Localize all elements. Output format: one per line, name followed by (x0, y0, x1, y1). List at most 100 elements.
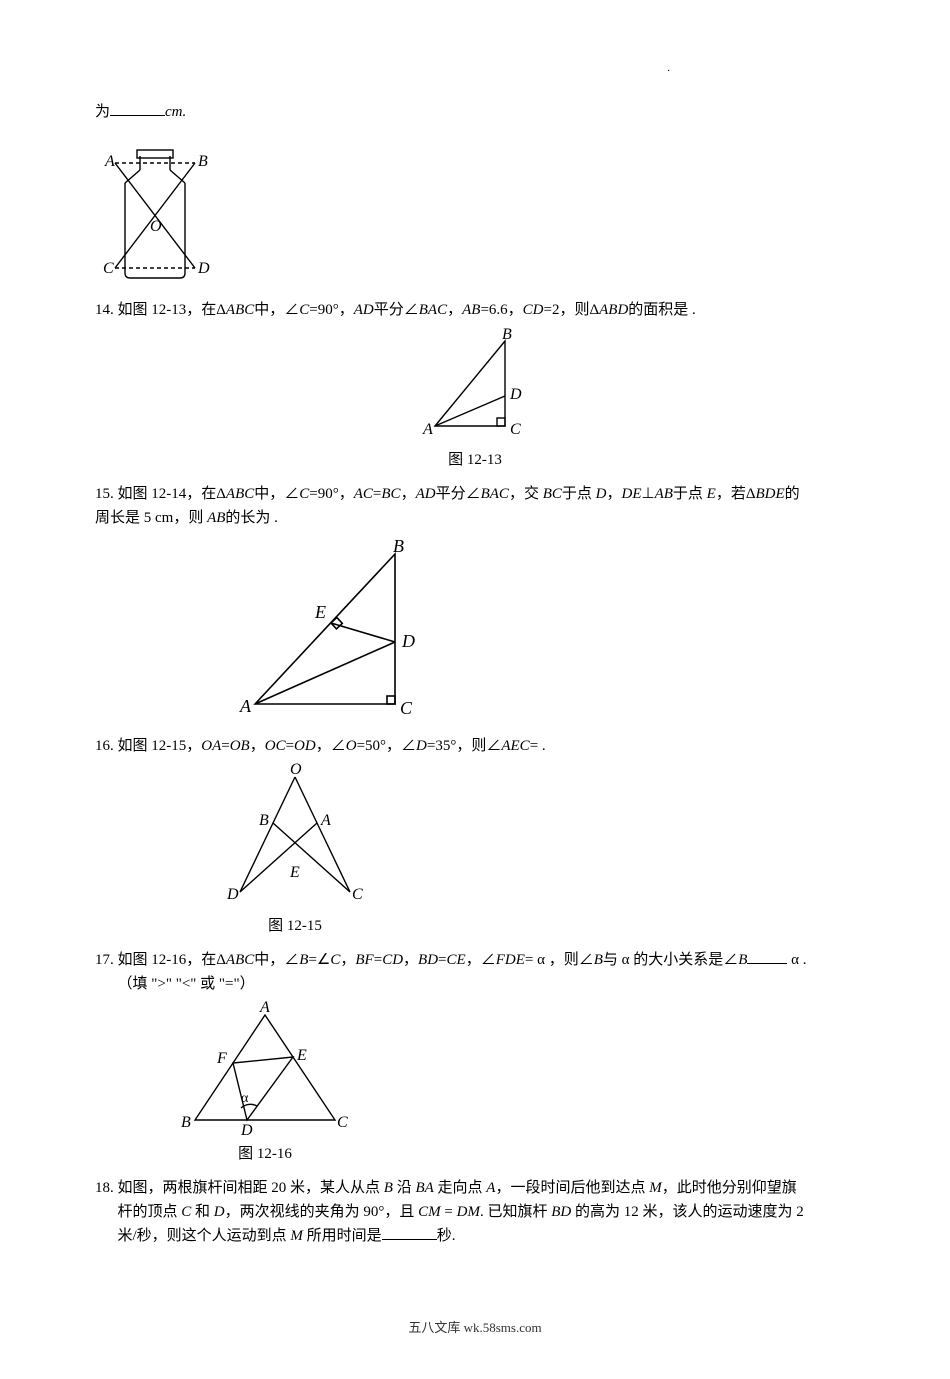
p15-t13: 的 (785, 486, 800, 502)
p15-c: C (299, 486, 309, 502)
caption-1213: 图 12-13 (415, 448, 535, 472)
page-dot: . (667, 60, 670, 78)
p15-t10: ⊥ (642, 486, 655, 502)
p15-line2: 周长是 5 cm，则 AB的长为 . (95, 506, 855, 530)
p18-t3: 走向点 (434, 1180, 487, 1196)
page: . 为 cm. (0, 0, 950, 1379)
p15-ab2: AB (207, 510, 225, 526)
p18-l3c: 秒. (437, 1228, 456, 1244)
top-cm: cm. (165, 104, 186, 120)
p17-t6: = α ，则∠ (525, 952, 594, 968)
p18-dm: DM (457, 1204, 480, 1220)
fig-1214: A B C D E (235, 534, 435, 724)
p18-l2c: ，两次视线的夹角为 90°，且 (225, 1204, 419, 1220)
1215-B: B (259, 812, 269, 829)
p16-oa: OA (201, 738, 221, 754)
fig-bottle: A B C D O (95, 128, 215, 288)
p17-cd: CD (382, 952, 403, 968)
p18-t2: 沿 (393, 1180, 416, 1196)
p16-t3: ，∠ (316, 738, 346, 754)
p17-blank (747, 948, 787, 964)
problem-16: 16. 如图 12-15，OA=OB，OC=OD，∠O=50°，∠D=35°，则… (95, 734, 855, 758)
p18-line3: 米/秒，则这个人运动到点 M 所用时间是秒. (95, 1224, 855, 1248)
p17-t7: 与 α 的大小关系是∠ (603, 952, 738, 968)
p15-ab: AB (655, 486, 673, 502)
p15-t5: ， (401, 486, 416, 502)
p15-t11: 于点 (673, 486, 707, 502)
p14-t5: ， (447, 302, 462, 318)
p16-e2: = (286, 738, 294, 754)
1216-C: C (337, 1114, 348, 1131)
p17-t3: ， (340, 952, 355, 968)
1216-A: A (259, 1000, 270, 1016)
top-wei: 为 (95, 104, 110, 120)
p15-t2: 中，∠ (254, 486, 299, 502)
p18-b: B (384, 1180, 393, 1196)
p15-t1: 15. 如图 12-14，在Δ (95, 486, 226, 502)
p16-t5: =35°，则∠ (427, 738, 501, 754)
p15-de: DE (622, 486, 642, 502)
p16-o: O (346, 738, 357, 754)
p18-l2b: 和 (191, 1204, 214, 1220)
p17-ce: CE (447, 952, 466, 968)
1214-B: B (393, 536, 404, 556)
fig-1213-wrap: A B C D 图 12-13 (95, 326, 855, 472)
p15-l2a: 周长是 5 cm，则 (95, 510, 207, 526)
p18-cm: CM (418, 1204, 441, 1220)
problem-18: 18. 如图，两根旗杆间相距 20 米，某人从点 B 沿 BA 走向点 A，一段… (95, 1176, 855, 1248)
problem-15: 15. 如图 12-14，在ΔABC中，∠C=90°，AC=BC，AD平分∠BA… (95, 482, 855, 530)
label-C: C (103, 260, 114, 277)
p17-b3: B (738, 952, 747, 968)
label-B: B (198, 153, 208, 170)
p17-t8: α . (787, 952, 806, 968)
p15-ac: AC (354, 486, 373, 502)
top-blank (110, 100, 165, 116)
p18-t1: 18. 如图，两根旗杆间相距 20 米，某人从点 (95, 1180, 384, 1196)
p15-t7: ，交 (509, 486, 543, 502)
p16-oc: OC (265, 738, 286, 754)
fig-1214-wrap: A B C D E (235, 534, 855, 724)
1216-D: D (240, 1122, 253, 1139)
p17-c: C (330, 952, 340, 968)
p16-e1: = (221, 738, 229, 754)
1216-B: B (181, 1114, 191, 1131)
label-D: D (197, 260, 210, 277)
1216-E: E (296, 1047, 307, 1064)
p15-bde: BDE (756, 486, 785, 502)
caption-1216: 图 12-16 (175, 1142, 355, 1166)
footer: 五八文库 wk.58sms.com (95, 1318, 855, 1339)
p15-ad: AD (416, 486, 436, 502)
caption-1215: 图 12-15 (215, 914, 375, 938)
p15-bc2: BC (543, 486, 562, 502)
p14-t8: 的面积是 . (628, 302, 696, 318)
1215-O: O (290, 762, 302, 778)
p14-abc: ABC (226, 302, 254, 318)
p16-t6: = . (530, 738, 546, 754)
p16-t1: 16. 如图 12-15， (95, 738, 201, 754)
p14-t1: 14. 如图 12-13，在Δ (95, 302, 226, 318)
p14-t3: =90°， (309, 302, 353, 318)
p15-l2b: 的长为 . (225, 510, 278, 526)
p15-abc: ABC (226, 486, 254, 502)
p18-blank (382, 1224, 437, 1240)
p15-t8: 于点 (562, 486, 596, 502)
p17-bf: BF (355, 952, 373, 968)
1214-C: C (400, 698, 413, 718)
p18-l2d: = (441, 1204, 457, 1220)
p18-ba: BA (415, 1180, 433, 1196)
p14-c: C (299, 302, 309, 318)
p17-bd: BD (418, 952, 438, 968)
p15-t3: =90°， (309, 486, 353, 502)
fig-1215-wrap: O A B C D E 图 12-15 (215, 762, 855, 938)
p17-b2: B (594, 952, 603, 968)
1216-F: F (216, 1050, 227, 1067)
p15-t9: ， (606, 486, 621, 502)
p15-e: E (707, 486, 716, 502)
1215-C: C (352, 886, 363, 903)
problem-14: 14. 如图 12-13，在ΔABC中，∠C=90°，AD平分∠BAC，AB=6… (95, 298, 855, 322)
p18-l3a: 米/秒，则这个人运动到点 (118, 1228, 291, 1244)
p15-t12: ，若Δ (716, 486, 756, 502)
p17-abc: ABC (226, 952, 254, 968)
p18-t5: ，此时他分别仰望旗 (662, 1180, 797, 1196)
p18-bd2: BD (551, 1204, 571, 1220)
